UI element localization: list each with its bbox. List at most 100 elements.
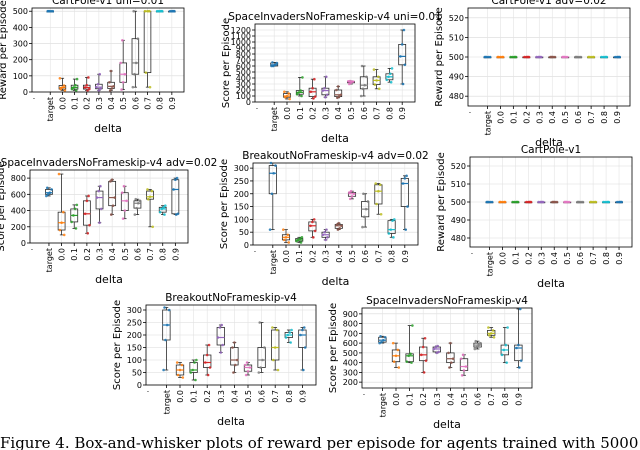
data-point bbox=[108, 89, 112, 92]
x-tick-dash: - bbox=[147, 388, 149, 395]
data-point bbox=[274, 164, 277, 167]
data-point bbox=[525, 55, 528, 59]
y-tick-label: 0 bbox=[23, 88, 28, 97]
y-axis-label: Score per Episode bbox=[221, 18, 232, 108]
data-point bbox=[283, 90, 286, 94]
data-point bbox=[527, 200, 530, 204]
data-point bbox=[83, 212, 87, 216]
data-point bbox=[615, 55, 619, 59]
data-point bbox=[246, 369, 250, 373]
data-point bbox=[261, 358, 264, 362]
x-tick-label: 0.2 bbox=[203, 390, 212, 403]
data-point bbox=[284, 236, 288, 239]
data-point bbox=[511, 200, 514, 204]
data-point bbox=[337, 95, 341, 98]
data-point bbox=[172, 188, 175, 191]
data-point bbox=[363, 83, 366, 87]
y-tick-label: 900 bbox=[343, 310, 358, 319]
data-point bbox=[204, 361, 207, 364]
data-point bbox=[136, 37, 140, 40]
data-point bbox=[575, 55, 578, 59]
data-point bbox=[163, 306, 166, 309]
data-point bbox=[311, 220, 314, 224]
data-point bbox=[178, 368, 182, 372]
data-point bbox=[221, 343, 224, 347]
data-point bbox=[489, 332, 493, 335]
data-point bbox=[234, 363, 237, 367]
data-point bbox=[148, 85, 152, 89]
y-tick-label: 1200 bbox=[231, 26, 251, 35]
data-point bbox=[300, 94, 303, 98]
plot-frame bbox=[145, 304, 317, 386]
data-point bbox=[48, 191, 52, 195]
data-point bbox=[131, 85, 135, 89]
data-point bbox=[518, 366, 521, 369]
y-tick-label: 800 bbox=[236, 50, 251, 59]
data-point bbox=[85, 83, 89, 87]
x-tick-label: 0.8 bbox=[159, 248, 168, 261]
data-point bbox=[389, 80, 393, 84]
data-point bbox=[113, 196, 117, 199]
data-point bbox=[567, 200, 571, 204]
data-point bbox=[377, 87, 381, 91]
y-tick-label: 100 bbox=[127, 356, 142, 365]
y-tick-label: 600 bbox=[343, 339, 358, 348]
data-point bbox=[259, 366, 262, 369]
data-point bbox=[120, 88, 123, 91]
x-tick-dash: - bbox=[33, 95, 35, 102]
y-tick-label: 200 bbox=[236, 86, 251, 95]
data-point bbox=[486, 200, 489, 204]
y-tick-label: 700 bbox=[343, 329, 358, 338]
data-point bbox=[180, 363, 184, 367]
data-point bbox=[95, 85, 98, 89]
x-axis-label: delta bbox=[95, 273, 123, 286]
y-tick-label: 250 bbox=[234, 177, 249, 186]
x-tick-dash: - bbox=[254, 248, 256, 255]
plot-frame bbox=[361, 307, 533, 389]
data-point bbox=[323, 230, 326, 234]
data-point bbox=[175, 176, 179, 180]
plot-frame bbox=[31, 7, 185, 93]
data-point bbox=[286, 233, 290, 237]
data-point bbox=[407, 354, 410, 358]
data-point bbox=[365, 75, 368, 79]
x-tick-label: target bbox=[270, 107, 279, 131]
data-point bbox=[289, 341, 292, 344]
data-point bbox=[96, 82, 100, 86]
y-axis-label: Reward per Episode bbox=[434, 7, 445, 106]
data-point bbox=[563, 55, 566, 59]
y-axis-label: Score per Episode bbox=[112, 300, 123, 390]
x-tick-label: 0.3 bbox=[96, 248, 105, 261]
data-point bbox=[303, 346, 307, 349]
data-point bbox=[206, 373, 210, 377]
data-point bbox=[501, 200, 504, 204]
data-point bbox=[537, 55, 540, 59]
y-tick-label: 100 bbox=[236, 92, 251, 101]
data-point bbox=[285, 94, 289, 98]
data-point bbox=[121, 217, 125, 220]
data-point bbox=[496, 55, 500, 59]
x-tick-dash: - bbox=[363, 391, 365, 398]
data-point bbox=[339, 93, 343, 97]
data-point bbox=[613, 55, 617, 59]
data-point bbox=[87, 87, 91, 91]
x-tick-label: 0.6 bbox=[576, 252, 585, 265]
y-tick-label: 50 bbox=[132, 369, 142, 378]
chart-panel-2: 0100200300400500600700800900100011001200… bbox=[221, 11, 442, 145]
x-tick-label: 0.1 bbox=[406, 393, 415, 406]
data-point bbox=[284, 336, 288, 339]
x-tick-label: 0.0 bbox=[58, 248, 67, 261]
data-point bbox=[109, 69, 113, 73]
data-point bbox=[232, 371, 235, 374]
y-tick-label: 0 bbox=[137, 381, 142, 390]
y-tick-label: 600 bbox=[236, 62, 251, 71]
x-tick-label: 0.0 bbox=[176, 390, 185, 403]
data-point bbox=[295, 92, 299, 96]
data-point bbox=[176, 212, 180, 216]
y-tick-label: 200 bbox=[127, 331, 142, 340]
data-point bbox=[361, 225, 364, 229]
data-point bbox=[270, 192, 274, 196]
x-tick-label: 0.4 bbox=[107, 97, 116, 110]
x-tick-label: 0.6 bbox=[361, 250, 370, 263]
